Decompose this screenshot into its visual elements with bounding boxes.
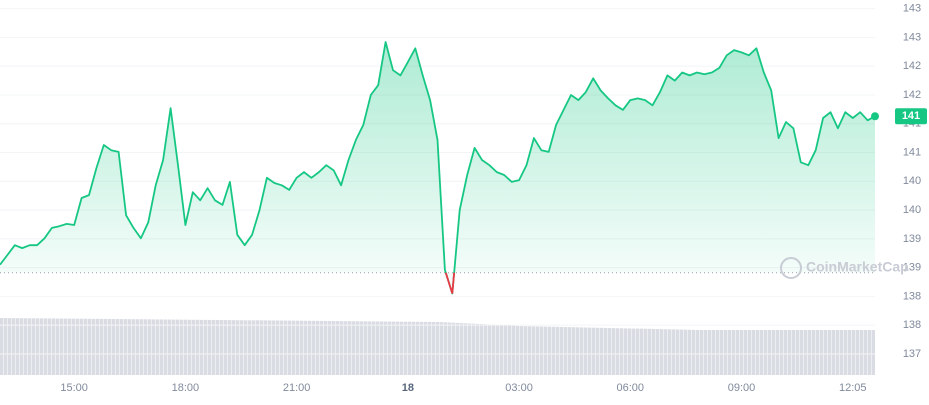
x-tick-label: 09:00 — [728, 382, 756, 394]
y-tick-label: 143 — [903, 31, 921, 43]
volume-band — [0, 318, 875, 375]
y-tick-label: 139 — [903, 233, 921, 245]
y-tick-label: 139 — [903, 262, 921, 274]
y-tick-label: 142 — [903, 89, 921, 101]
y-tick-label: 140 — [903, 175, 921, 187]
x-tick-label: 18 — [402, 382, 414, 394]
watermark-logo — [780, 257, 802, 279]
x-tick-label: 15:00 — [60, 382, 88, 394]
x-tick-label: 03:00 — [505, 382, 533, 394]
price-badge-label: 141 — [902, 110, 920, 122]
price-badge — [895, 108, 927, 125]
x-tick-label: 06:00 — [617, 382, 645, 394]
area-fill — [0, 42, 875, 294]
x-tick-label: 12:05 — [839, 382, 867, 394]
x-tick-label: 18:00 — [172, 382, 200, 394]
y-tick-label: 141 — [903, 146, 921, 158]
x-tick-label: 21:00 — [283, 382, 311, 394]
y-tick-label: 137 — [903, 348, 921, 360]
watermark: CoinMarketCap — [780, 257, 909, 279]
y-tick-label: 138 — [903, 319, 921, 331]
last-point — [871, 112, 879, 121]
y-tick-label: 138 — [903, 290, 921, 302]
y-tick-label: 142 — [903, 60, 921, 72]
price-line — [0, 41, 876, 295]
watermark-text: CoinMarketCap — [806, 259, 909, 275]
y-tick-label: 143 — [903, 3, 921, 15]
y-tick-label: 140 — [903, 204, 921, 216]
